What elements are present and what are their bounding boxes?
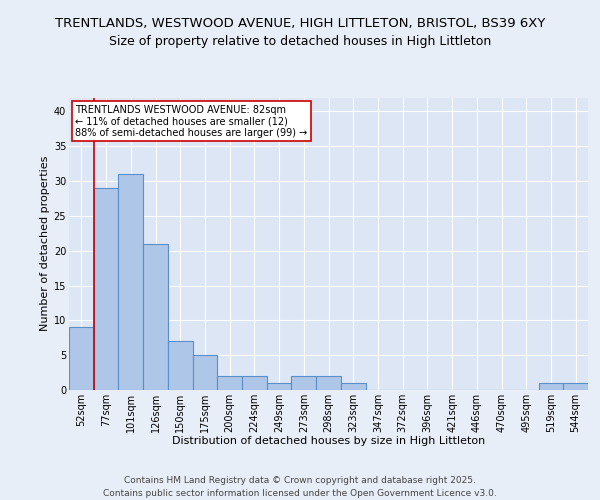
Text: TRENTLANDS WESTWOOD AVENUE: 82sqm
← 11% of detached houses are smaller (12)
88% : TRENTLANDS WESTWOOD AVENUE: 82sqm ← 11% … (75, 105, 307, 138)
Bar (217, 376, 242, 390)
Bar (143, 244, 168, 390)
Bar (316, 376, 341, 390)
Bar (539, 383, 563, 390)
Text: Size of property relative to detached houses in High Littleton: Size of property relative to detached ho… (109, 35, 491, 48)
Bar (168, 341, 193, 390)
Text: Contains public sector information licensed under the Open Government Licence v3: Contains public sector information licen… (103, 489, 497, 498)
X-axis label: Distribution of detached houses by size in High Littleton: Distribution of detached houses by size … (172, 436, 485, 446)
Bar (292, 376, 316, 390)
Bar (563, 383, 588, 390)
Text: TRENTLANDS, WESTWOOD AVENUE, HIGH LITTLETON, BRISTOL, BS39 6XY: TRENTLANDS, WESTWOOD AVENUE, HIGH LITTLE… (55, 18, 545, 30)
Bar (118, 174, 143, 390)
Y-axis label: Number of detached properties: Number of detached properties (40, 156, 50, 332)
Bar (242, 376, 267, 390)
Bar (341, 383, 365, 390)
Text: Contains HM Land Registry data © Crown copyright and database right 2025.: Contains HM Land Registry data © Crown c… (124, 476, 476, 485)
Bar (267, 383, 292, 390)
Bar (94, 188, 118, 390)
Bar (69, 328, 94, 390)
Bar (193, 355, 217, 390)
